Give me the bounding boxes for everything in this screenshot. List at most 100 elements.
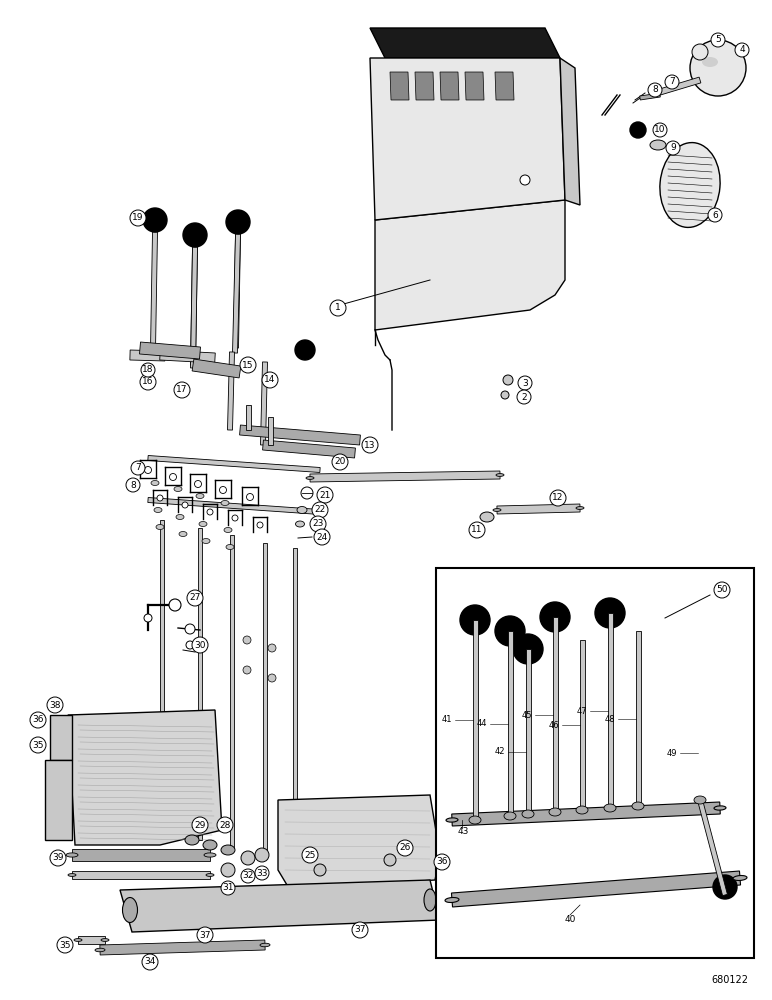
Circle shape	[144, 466, 151, 474]
Circle shape	[183, 223, 207, 247]
Circle shape	[257, 522, 263, 528]
Circle shape	[501, 391, 509, 399]
Circle shape	[187, 590, 203, 606]
Circle shape	[192, 817, 208, 833]
Ellipse shape	[203, 840, 217, 850]
Ellipse shape	[156, 524, 164, 530]
Circle shape	[255, 848, 269, 862]
Text: 10: 10	[654, 125, 665, 134]
Circle shape	[714, 582, 730, 598]
Ellipse shape	[95, 948, 105, 952]
Circle shape	[362, 437, 378, 453]
Polygon shape	[120, 880, 440, 932]
Circle shape	[653, 123, 667, 137]
Circle shape	[246, 493, 253, 500]
Ellipse shape	[202, 538, 210, 544]
Text: 39: 39	[52, 854, 64, 862]
Circle shape	[221, 863, 235, 877]
Text: 2: 2	[521, 392, 527, 401]
Polygon shape	[140, 342, 201, 359]
Ellipse shape	[123, 898, 137, 922]
Polygon shape	[497, 504, 580, 514]
Ellipse shape	[504, 812, 516, 820]
Ellipse shape	[199, 522, 207, 526]
Circle shape	[495, 616, 525, 646]
Polygon shape	[130, 350, 165, 361]
Circle shape	[268, 674, 276, 682]
Ellipse shape	[185, 835, 199, 845]
Text: 28: 28	[219, 820, 231, 830]
Circle shape	[314, 864, 326, 876]
Ellipse shape	[221, 500, 229, 506]
Ellipse shape	[224, 528, 232, 532]
Circle shape	[314, 529, 330, 545]
Circle shape	[195, 481, 201, 488]
Ellipse shape	[480, 512, 494, 522]
Text: 18: 18	[142, 365, 154, 374]
Ellipse shape	[469, 816, 481, 824]
Polygon shape	[465, 72, 484, 100]
Polygon shape	[268, 417, 273, 445]
Text: 14: 14	[264, 375, 276, 384]
Circle shape	[518, 376, 532, 390]
Circle shape	[170, 474, 177, 481]
Circle shape	[131, 461, 145, 475]
Text: 20: 20	[334, 458, 346, 466]
Polygon shape	[72, 871, 210, 879]
Circle shape	[243, 636, 251, 644]
Circle shape	[255, 866, 269, 880]
Circle shape	[226, 210, 250, 234]
Circle shape	[241, 851, 255, 865]
Polygon shape	[50, 715, 72, 760]
Circle shape	[708, 208, 722, 222]
Circle shape	[140, 374, 156, 390]
Polygon shape	[68, 710, 222, 845]
Text: 50: 50	[716, 585, 728, 594]
Text: 3: 3	[522, 378, 528, 387]
Ellipse shape	[297, 506, 307, 514]
Polygon shape	[495, 72, 514, 100]
Circle shape	[50, 850, 66, 866]
Circle shape	[126, 478, 140, 492]
Polygon shape	[415, 72, 434, 100]
Text: 13: 13	[364, 440, 376, 450]
Circle shape	[243, 666, 251, 674]
Ellipse shape	[260, 943, 270, 947]
Circle shape	[57, 937, 73, 953]
Circle shape	[302, 847, 318, 863]
Text: 25: 25	[304, 850, 316, 859]
Circle shape	[197, 927, 213, 943]
Polygon shape	[151, 232, 157, 350]
Circle shape	[30, 737, 46, 753]
Text: 16: 16	[142, 377, 154, 386]
Circle shape	[130, 210, 146, 226]
Text: 37: 37	[354, 926, 366, 934]
Text: 22: 22	[314, 506, 326, 514]
Circle shape	[192, 637, 208, 653]
Circle shape	[330, 300, 346, 316]
Circle shape	[143, 208, 167, 232]
Polygon shape	[191, 247, 198, 368]
FancyBboxPatch shape	[436, 568, 754, 958]
Text: 37: 37	[199, 930, 211, 940]
Ellipse shape	[154, 508, 162, 512]
Ellipse shape	[226, 544, 234, 550]
Circle shape	[295, 340, 315, 360]
Polygon shape	[452, 802, 720, 826]
Circle shape	[648, 83, 662, 97]
Polygon shape	[78, 936, 105, 944]
Ellipse shape	[604, 804, 616, 812]
Polygon shape	[452, 871, 740, 907]
Text: 8: 8	[130, 481, 136, 489]
Ellipse shape	[296, 521, 304, 527]
Ellipse shape	[174, 487, 182, 491]
Text: 9: 9	[670, 143, 676, 152]
Circle shape	[550, 490, 566, 506]
Text: 38: 38	[49, 700, 61, 710]
Polygon shape	[560, 58, 580, 205]
Text: 4: 4	[739, 45, 745, 54]
Polygon shape	[100, 940, 265, 955]
Ellipse shape	[151, 481, 159, 486]
Circle shape	[185, 624, 195, 634]
Circle shape	[141, 363, 155, 377]
